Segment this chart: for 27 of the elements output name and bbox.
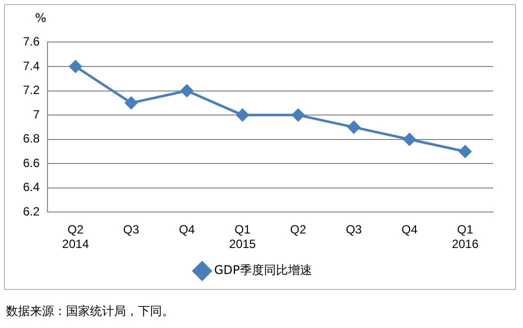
legend-label: GDP季度同比增速 [214,263,312,278]
y-tick-label: 7.2 [22,83,40,98]
x-tick-label: Q4 [401,222,418,237]
point [180,84,194,98]
y-tick-label: 7.6 [22,34,40,49]
point [236,108,249,122]
x-tick-label: Q3 [123,222,140,237]
point [292,108,304,122]
x-tick-label: Q2 [290,222,306,237]
point [403,133,416,146]
y-tick-label: 6.8 [22,132,40,146]
y-tick-label: 6.6 [22,156,40,170]
x-tick-label: Q4 [178,222,196,237]
x-tick-label: Q1 2016 [452,222,479,252]
y-tick-label: 7.4 [22,58,40,73]
y-axis-title: % [35,11,46,25]
point [458,145,472,158]
y-tick-label: 6.2 [22,204,40,219]
x-tick-label: Q2 2014 [62,222,90,252]
point [348,120,360,134]
point [124,96,138,110]
y-tick-label: 6.4 [22,180,40,194]
x-tick-label: Q3 [346,222,362,237]
x-tick-label: Q1 2015 [229,222,256,252]
y-tick-label: 7 [32,107,40,122]
point [69,60,82,73]
source-note: 数据来源：国家统计局，下同。 [6,303,174,320]
